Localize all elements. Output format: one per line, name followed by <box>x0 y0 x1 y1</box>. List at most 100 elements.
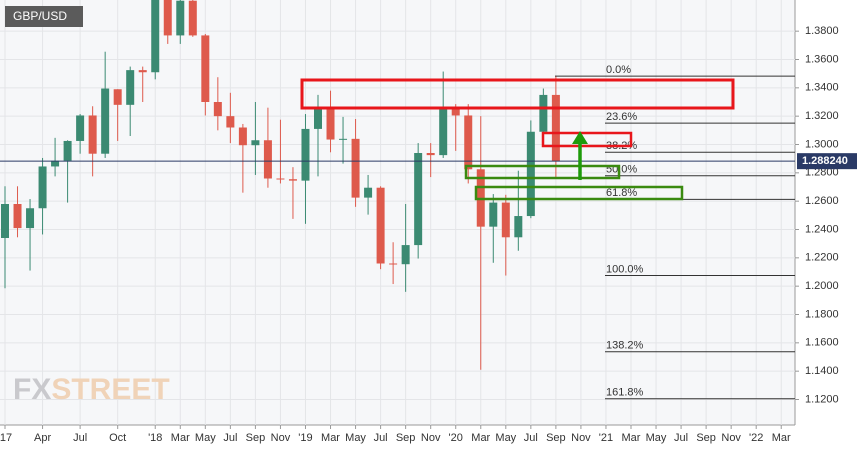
candle-body <box>351 138 360 198</box>
current-price-box <box>797 153 857 170</box>
candle-body <box>314 107 322 129</box>
candle-body <box>126 70 135 105</box>
y-axis-background <box>795 0 865 450</box>
x-tick-label: May <box>495 432 516 444</box>
y-tick-label: 1.1600 <box>805 337 839 349</box>
candle-body <box>451 108 460 116</box>
x-tick-label: Nov <box>421 432 441 444</box>
candle-body <box>238 127 247 146</box>
watermark-part: STREET <box>51 373 169 406</box>
candle-body <box>364 187 373 198</box>
fib-label: 23.6% <box>606 111 637 123</box>
y-tick-label: 1.1400 <box>805 365 839 377</box>
x-tick-label: '19 <box>298 432 312 444</box>
candle-body <box>426 153 435 156</box>
x-tick-label: Nov <box>271 432 291 444</box>
fib-label: 161.8% <box>606 387 644 399</box>
candle-body <box>101 88 110 154</box>
x-tick-label: Jul <box>223 432 237 444</box>
candle-body <box>38 166 47 209</box>
candle-body <box>276 178 285 180</box>
x-tick-label: May <box>345 432 366 444</box>
candle-body <box>514 216 523 238</box>
plot-background <box>0 0 795 425</box>
title-box <box>5 6 83 27</box>
candle-body <box>88 115 97 154</box>
candle-body <box>151 0 160 73</box>
y-tick-label: 1.2400 <box>805 223 839 235</box>
x-tick-label: May <box>646 432 667 444</box>
candle-body <box>188 0 197 36</box>
x-tick-label: Mar <box>772 432 791 444</box>
overlay <box>300 78 735 201</box>
x-tick-label: Sep <box>696 432 716 444</box>
x-tick-label: Mar <box>622 432 641 444</box>
watermark: FXSTREET <box>13 373 170 406</box>
x-tick-label: May <box>195 432 216 444</box>
candle-body <box>526 131 535 217</box>
candle-body <box>401 245 410 265</box>
resistance-zone <box>300 78 735 110</box>
support-zone <box>464 164 621 180</box>
y-tick-label: 1.2200 <box>805 252 839 264</box>
candle-body <box>13 204 22 229</box>
y-tick-label: 1.1200 <box>805 393 839 405</box>
y-tick-label: 1.3600 <box>805 53 839 65</box>
candle-body <box>376 187 385 264</box>
fib-label: 138.2% <box>606 340 644 352</box>
current-price-label: 1.288240 <box>802 155 848 167</box>
x-tick-label: Nov <box>571 432 591 444</box>
candle-body <box>51 160 60 167</box>
arrow-head <box>572 131 588 144</box>
candle-body <box>439 108 448 156</box>
y-tick-label: 1.3800 <box>805 25 839 37</box>
candle-body <box>464 115 473 170</box>
y-tick-label: 1.3400 <box>805 82 839 94</box>
x-tick-label: Jul <box>374 432 388 444</box>
candle-body <box>251 140 260 146</box>
x-axis-background <box>0 425 795 450</box>
fib-label: 61.8% <box>606 187 637 199</box>
x-tick-label: Sep <box>246 432 266 444</box>
support-zone <box>474 185 684 201</box>
x-tick-label: Sep <box>546 432 566 444</box>
candle-body <box>326 107 335 140</box>
chart-title: GBP/USD <box>13 9 67 23</box>
x-tick-label: Mar <box>471 432 490 444</box>
x-tick-label: Jul <box>73 432 87 444</box>
candle-body <box>213 102 222 117</box>
x-tick-label: Jul <box>674 432 688 444</box>
candle-body <box>163 0 172 36</box>
candle-body <box>176 0 185 36</box>
grid <box>0 0 795 425</box>
candle-body <box>551 94 560 162</box>
candle-body <box>414 153 423 246</box>
candle-body <box>63 140 72 161</box>
y-tick-label: 1.1800 <box>805 308 839 320</box>
candle-body <box>339 138 348 140</box>
candle-body <box>389 263 398 265</box>
x-tick-label: Oct <box>109 432 126 444</box>
x-tick-label: '20 <box>449 432 463 444</box>
candle-body <box>301 128 310 181</box>
target-zone <box>541 131 633 148</box>
candle-body <box>263 140 272 179</box>
candle-body <box>1 204 9 238</box>
x-tick-label: Mar <box>171 432 190 444</box>
x-tick-label: '17 <box>0 432 12 444</box>
candle-body <box>489 202 498 227</box>
candle-body <box>288 179 297 181</box>
fib-label: 0.0% <box>606 64 631 76</box>
candle-body <box>501 202 510 238</box>
x-tick-label: Jul <box>524 432 538 444</box>
watermark-part: FX <box>13 373 51 406</box>
candles <box>1 0 560 370</box>
x-tick-label: '22 <box>749 432 763 444</box>
y-tick-label: 1.2000 <box>805 280 839 292</box>
x-tick-label: '21 <box>599 432 613 444</box>
y-tick-label: 1.3000 <box>805 138 839 150</box>
candle-body <box>138 70 147 73</box>
x-tick-label: Sep <box>396 432 416 444</box>
candle-body <box>226 116 235 128</box>
